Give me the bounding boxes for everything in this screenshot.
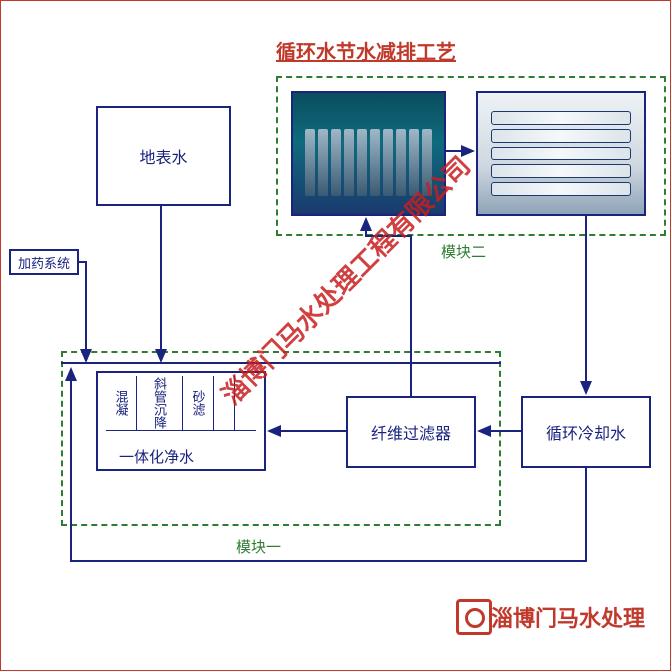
cell-blank1 <box>214 376 235 430</box>
surface-water-box: 地表水 <box>96 106 231 206</box>
module2-label: 模块二 <box>441 241 486 262</box>
surface-water-label: 地表水 <box>139 144 187 168</box>
fiber-filter-label: 纤维过滤器 <box>371 420 451 444</box>
fiber-filter-box: 纤维过滤器 <box>346 396 476 468</box>
diagram-canvas: 循环水节水减排工艺 模块二 模块一 地表水 加药系统 混凝 斜管沉降 砂滤 一体… <box>0 0 671 671</box>
cooling-water-label: 循环冷却水 <box>546 420 626 444</box>
uf-equipment-image <box>291 91 446 216</box>
dosing-label: 加药系统 <box>18 253 70 272</box>
dosing-system-box: 加药系统 <box>9 249 79 275</box>
cell-settle: 斜管沉降 <box>137 376 183 430</box>
brand-logo-icon <box>456 599 492 635</box>
module1-label: 模块一 <box>236 536 281 557</box>
diagram-title: 循环水节水减排工艺 <box>276 36 456 65</box>
brand-text: 淄博门马水处理 <box>491 601 645 633</box>
cell-blank2 <box>235 376 256 430</box>
cell-sand: 砂滤 <box>183 376 214 430</box>
purifier-label: 一体化净水 <box>119 446 194 467</box>
cooling-water-box: 循环冷却水 <box>521 396 651 468</box>
purifier-cells: 混凝 斜管沉降 砂滤 <box>106 376 256 431</box>
ro-equipment-image <box>476 91 646 216</box>
cell-coag: 混凝 <box>106 376 137 430</box>
